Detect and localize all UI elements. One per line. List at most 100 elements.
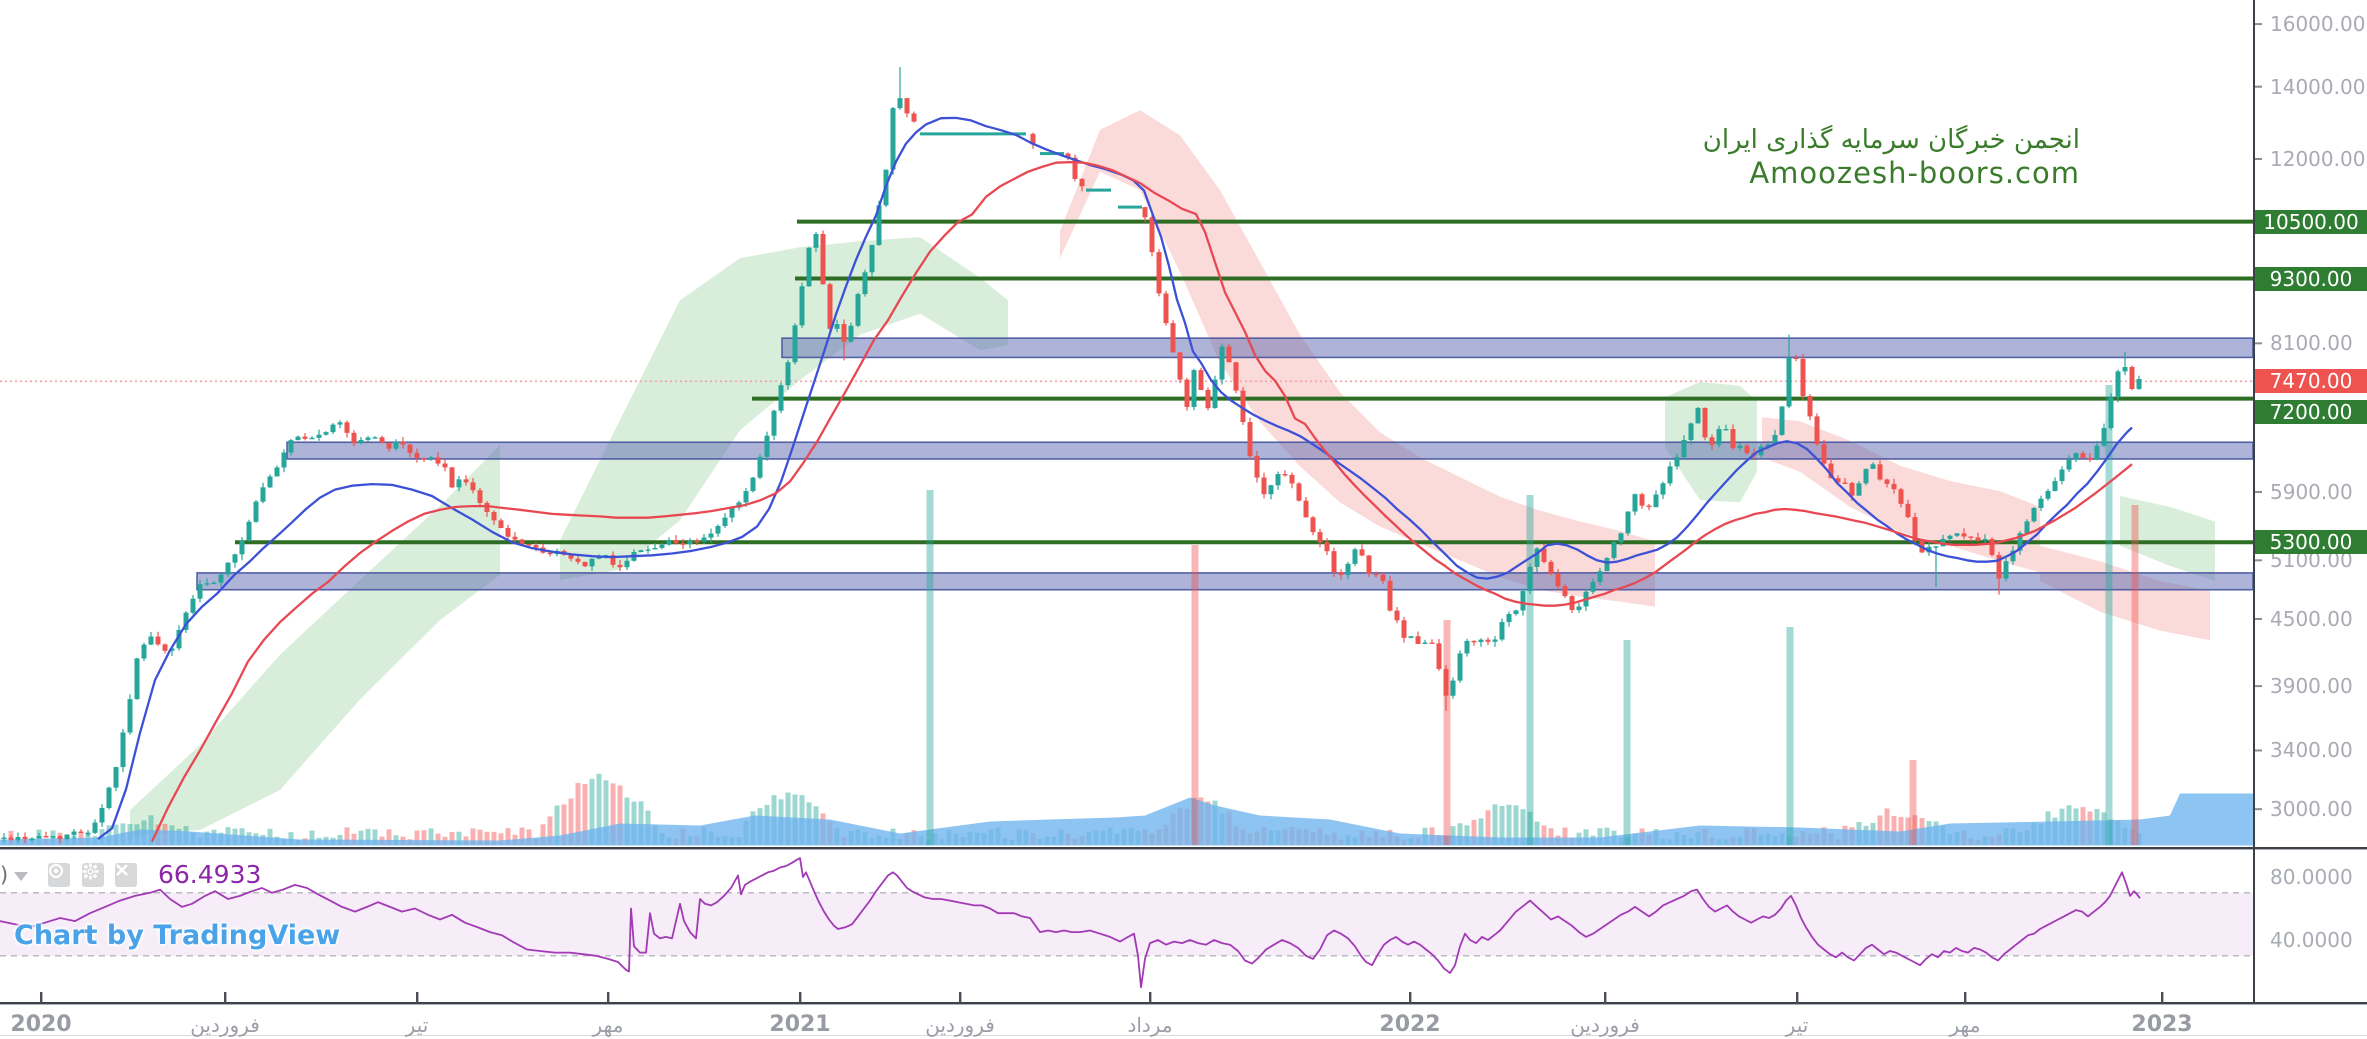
candle-body bbox=[400, 441, 406, 445]
candle-body bbox=[379, 437, 385, 443]
candle-body bbox=[1380, 574, 1386, 581]
volume-bar bbox=[610, 783, 616, 845]
price-tick bbox=[2255, 685, 2262, 688]
rsi-value: 66.4933 bbox=[158, 860, 262, 889]
candle-body bbox=[2136, 378, 2142, 389]
candle-body bbox=[785, 362, 791, 386]
price-level-badge: 9300.00 bbox=[2255, 266, 2367, 291]
candle-body bbox=[71, 831, 77, 835]
candle-body bbox=[1310, 517, 1316, 533]
candle-body bbox=[1352, 549, 1358, 564]
time-tick bbox=[607, 992, 610, 1003]
candle-body bbox=[309, 437, 315, 440]
volume-bar bbox=[596, 773, 602, 845]
time-axis[interactable] bbox=[0, 1004, 2367, 1036]
supply-demand-zone[interactable] bbox=[196, 572, 2253, 591]
time-axis-label: فروردین bbox=[925, 1013, 995, 1037]
candle-body bbox=[1436, 643, 1442, 669]
volume-bar bbox=[344, 827, 350, 845]
candle-body bbox=[1576, 606, 1582, 611]
candle-body bbox=[421, 458, 427, 460]
candle-body bbox=[204, 583, 210, 585]
ma-fast-line bbox=[97, 116, 2133, 840]
candle-body bbox=[1226, 346, 1232, 363]
candle-body bbox=[1079, 178, 1085, 187]
candle-body bbox=[337, 422, 343, 425]
candle-body bbox=[316, 434, 322, 438]
candle-body bbox=[1072, 157, 1078, 179]
candle-body bbox=[1947, 535, 1953, 539]
volume-bar bbox=[449, 831, 455, 845]
volume-bar bbox=[477, 829, 483, 845]
rsi-axis-label: 40.0000 bbox=[2270, 928, 2353, 952]
volume-bar bbox=[106, 825, 112, 845]
candle-body bbox=[2080, 453, 2086, 458]
candle-body bbox=[57, 836, 63, 840]
candle-body bbox=[547, 552, 553, 555]
candle-body bbox=[197, 584, 203, 599]
volume-bar bbox=[1520, 809, 1526, 845]
candle-body bbox=[22, 836, 28, 839]
candle-body bbox=[1779, 406, 1785, 435]
volume-bar bbox=[456, 831, 462, 845]
candle-body bbox=[1443, 668, 1449, 696]
time-axis-label: 2023 bbox=[2131, 1012, 2193, 1037]
candle-body bbox=[820, 233, 826, 285]
candle-body bbox=[106, 787, 112, 809]
candle-body bbox=[183, 612, 189, 630]
candle-body bbox=[1786, 357, 1792, 407]
volume-spike bbox=[1443, 620, 1451, 845]
candle-body bbox=[274, 467, 280, 477]
candle-body bbox=[834, 324, 840, 329]
candle-body bbox=[617, 564, 623, 568]
candle-body bbox=[1429, 642, 1435, 644]
candle-body bbox=[771, 410, 777, 436]
volume-bar bbox=[1527, 811, 1533, 845]
volume-bar bbox=[309, 830, 315, 845]
candle-body bbox=[477, 490, 483, 503]
volume-bar bbox=[1478, 818, 1484, 845]
candle-body bbox=[1219, 346, 1225, 380]
supply-demand-zone[interactable] bbox=[781, 337, 2253, 359]
candle-body bbox=[1065, 153, 1071, 158]
price-tick bbox=[2255, 158, 2262, 160]
price-tick bbox=[2255, 808, 2262, 811]
close-icon[interactable] bbox=[115, 863, 137, 887]
volume-bar bbox=[1457, 823, 1463, 845]
candle-body bbox=[2066, 459, 2072, 470]
price-tick bbox=[2255, 85, 2262, 88]
close-icon-glyph bbox=[116, 864, 128, 876]
price-axis-label: 3400.00 bbox=[2270, 738, 2353, 763]
supply-demand-zone[interactable] bbox=[286, 441, 2253, 460]
price-level-badge: 5300.00 bbox=[2255, 530, 2367, 555]
candle-body bbox=[211, 582, 217, 585]
candle-body bbox=[1688, 423, 1694, 441]
tradingview-credit-link[interactable]: Chart by TradingView bbox=[14, 920, 341, 951]
gear-icon[interactable] bbox=[82, 863, 104, 887]
candle-body bbox=[1030, 133, 1036, 145]
candle-body bbox=[344, 422, 350, 433]
candle-body bbox=[1821, 444, 1827, 464]
candle-body bbox=[708, 533, 714, 538]
dropdown-caret-icon[interactable] bbox=[14, 872, 28, 881]
candle-body bbox=[2115, 371, 2121, 398]
candle-body bbox=[2045, 490, 2051, 499]
candle-body bbox=[323, 432, 329, 435]
candle-body bbox=[1961, 533, 1967, 537]
candle-body bbox=[2024, 521, 2030, 534]
candle-body bbox=[120, 732, 126, 768]
price-axis-label: 3000.00 bbox=[2270, 797, 2353, 822]
candle-body bbox=[1660, 483, 1666, 495]
candle-body bbox=[1261, 477, 1267, 495]
candle-body bbox=[1317, 532, 1323, 543]
time-tick bbox=[40, 992, 43, 1003]
volume-bar bbox=[1597, 828, 1603, 845]
candle-body bbox=[568, 554, 574, 559]
volume-bar bbox=[1604, 827, 1610, 845]
eye-icon[interactable] bbox=[48, 863, 70, 887]
time-tick bbox=[224, 992, 227, 1003]
candle-body bbox=[1191, 370, 1197, 407]
candle-body bbox=[1625, 511, 1631, 534]
pane-separator[interactable] bbox=[0, 847, 2367, 850]
